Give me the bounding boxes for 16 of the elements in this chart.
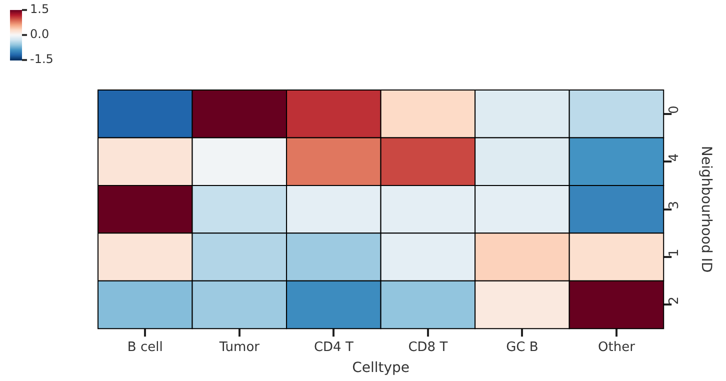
y-tick-label: 0 xyxy=(666,106,682,114)
color-bar-label: 1.5 xyxy=(30,2,50,16)
y-axis-title: Neighbourhood ID xyxy=(698,146,714,273)
y-tick-label: 4 xyxy=(666,153,682,162)
x-tick-label: GC B xyxy=(506,340,538,355)
color-bar-label: 0.0 xyxy=(30,27,50,42)
x-tick-label: CD4 T xyxy=(314,340,354,355)
x-tick-label: CD8 T xyxy=(408,340,448,355)
y-tick-label: 1 xyxy=(666,248,682,258)
x-tick-label: Tumor xyxy=(218,340,260,355)
y-tick-label: 3 xyxy=(666,201,682,210)
y-tick-label: 2 xyxy=(666,296,682,305)
color-bar-label: -1.5 xyxy=(30,52,54,66)
x-axis-title: Celltype xyxy=(352,360,410,376)
x-tick-label: B cell xyxy=(127,340,163,355)
x-tick-label: Other xyxy=(598,340,636,355)
